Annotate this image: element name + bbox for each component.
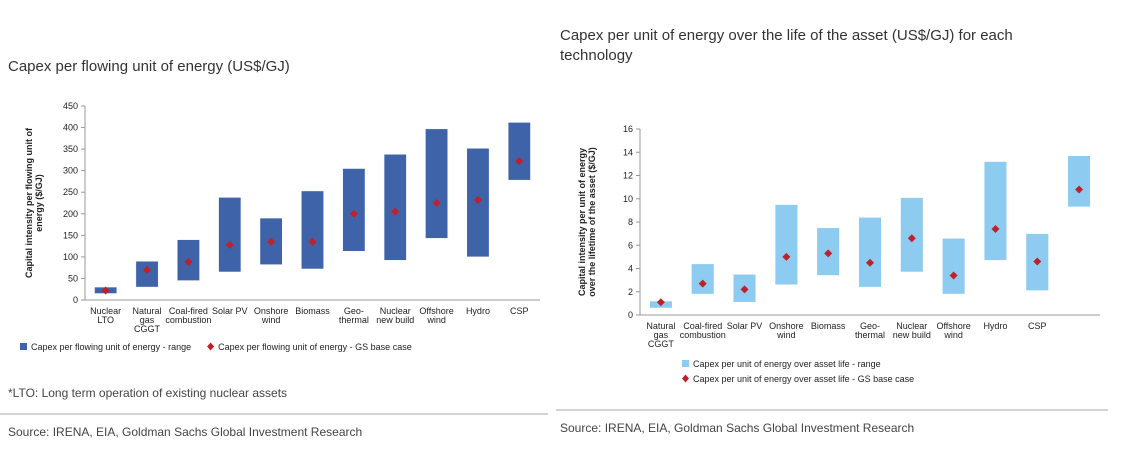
range-bar	[425, 128, 449, 239]
base-case-marker	[432, 199, 441, 207]
base-case-marker	[267, 237, 276, 246]
x-tick-label: Nuclear LTO	[90, 306, 121, 325]
range-bar	[301, 190, 324, 270]
x-tick-label: Natural gas CGGT	[646, 321, 675, 349]
range-bar	[135, 260, 159, 288]
range-bar	[983, 161, 1007, 261]
x-tick-label: Hydro	[466, 306, 490, 316]
base-case-marker	[1033, 257, 1042, 266]
x-tick-label: Coal-fired combustion	[165, 306, 211, 325]
base-case-marker	[824, 249, 833, 258]
base-case-marker	[991, 224, 1000, 233]
chart-title: Capex per unit of energy over the life o…	[560, 27, 1013, 64]
range-bar	[691, 263, 715, 295]
source: Source: IRENA, EIA, Goldman Sachs Global…	[8, 425, 362, 439]
range-bar	[507, 122, 531, 181]
y-tick-label: 2	[628, 287, 633, 297]
y-tick-label: 100	[63, 252, 78, 262]
base-case-marker	[656, 298, 665, 307]
y-tick-label: 300	[63, 166, 78, 176]
x-tick-label: Hydro	[983, 321, 1007, 331]
base-case-marker	[698, 279, 707, 288]
y-axis-label: Capital intensity per flowing unit ofene…	[24, 127, 44, 278]
x-tick-label: Onshore wind	[769, 321, 804, 340]
range-bar	[1067, 155, 1091, 208]
y-tick-label: 450	[63, 101, 78, 111]
y-tick-label: 200	[63, 209, 78, 219]
legend-swatch	[20, 343, 27, 350]
base-case-marker	[782, 252, 791, 261]
base-case-marker	[143, 265, 152, 274]
x-tick-label: Coal-fired combustion	[680, 321, 726, 340]
base-case-marker	[308, 237, 317, 246]
y-axis-label: Capital intensity per unit of energyover…	[577, 147, 597, 297]
y-tick-label: 150	[63, 230, 78, 240]
source: Source: IRENA, EIA, Goldman Sachs Global…	[560, 421, 914, 435]
legend-label: Capex per unit of energy over asset life…	[693, 374, 914, 384]
y-tick-label: 8	[628, 217, 633, 227]
y-tick-label: 4	[628, 264, 633, 274]
y-tick-label: 6	[628, 240, 633, 250]
x-tick-label: Natural gas CGGT	[133, 306, 162, 334]
base-case-marker	[515, 157, 524, 166]
range-bar	[218, 197, 242, 273]
range-bar	[774, 204, 798, 286]
range-bar	[858, 217, 882, 288]
base-case-marker	[866, 258, 874, 267]
y-tick-label: 14	[623, 147, 633, 157]
legend-label: Capex per flowing unit of energy - GS ba…	[218, 342, 412, 352]
range-bar	[942, 238, 966, 295]
base-case-marker	[907, 234, 916, 243]
x-tick-label: Solar PV	[727, 321, 763, 331]
y-tick-label: 10	[623, 194, 633, 204]
base-case-marker	[1075, 185, 1084, 194]
x-tick-label: Onshore wind	[254, 306, 289, 325]
x-tick-label: Nuclear new build	[376, 306, 414, 325]
legend-swatch	[682, 360, 689, 367]
y-tick-label: 400	[63, 123, 78, 133]
chart-title: Capex per flowing unit of energy (US$/GJ…	[8, 58, 290, 75]
y-tick-label: 12	[623, 171, 633, 181]
y-tick-label: 0	[628, 310, 633, 320]
footnote: *LTO: Long term operation of existing nu…	[8, 386, 287, 400]
legend-swatch	[207, 342, 215, 351]
y-tick-label: 16	[623, 124, 633, 134]
x-tick-label: Biomass	[811, 321, 846, 331]
x-tick-label: CSP	[1028, 321, 1047, 331]
x-tick-label: Geo-thermal	[855, 321, 885, 340]
y-tick-label: 350	[63, 144, 78, 154]
legend-label: Capex per flowing unit of energy - range	[31, 342, 191, 352]
x-tick-label: Offshore wind	[419, 306, 453, 325]
base-case-marker	[101, 286, 110, 295]
base-case-marker	[391, 207, 400, 216]
legend-label: Capex per unit of energy over asset life…	[693, 359, 881, 369]
x-tick-label: Offshore wind	[936, 321, 970, 340]
x-tick-label: Biomass	[295, 306, 330, 316]
legend-swatch	[682, 374, 689, 383]
x-tick-label: Solar PV	[212, 306, 248, 316]
base-case-marker	[225, 240, 234, 249]
base-case-marker	[349, 209, 358, 218]
x-tick-label: Nuclear new build	[893, 321, 931, 340]
y-tick-label: 250	[63, 187, 78, 197]
x-tick-label: CSP	[510, 306, 529, 316]
range-bar	[383, 154, 407, 261]
x-tick-label: Geo-thermal	[339, 306, 369, 325]
base-case-marker	[473, 195, 482, 204]
base-case-marker	[949, 271, 958, 280]
base-case-marker	[740, 285, 749, 294]
y-tick-label: 50	[68, 273, 78, 283]
y-tick-label: 0	[73, 295, 78, 305]
base-case-marker	[184, 258, 193, 267]
